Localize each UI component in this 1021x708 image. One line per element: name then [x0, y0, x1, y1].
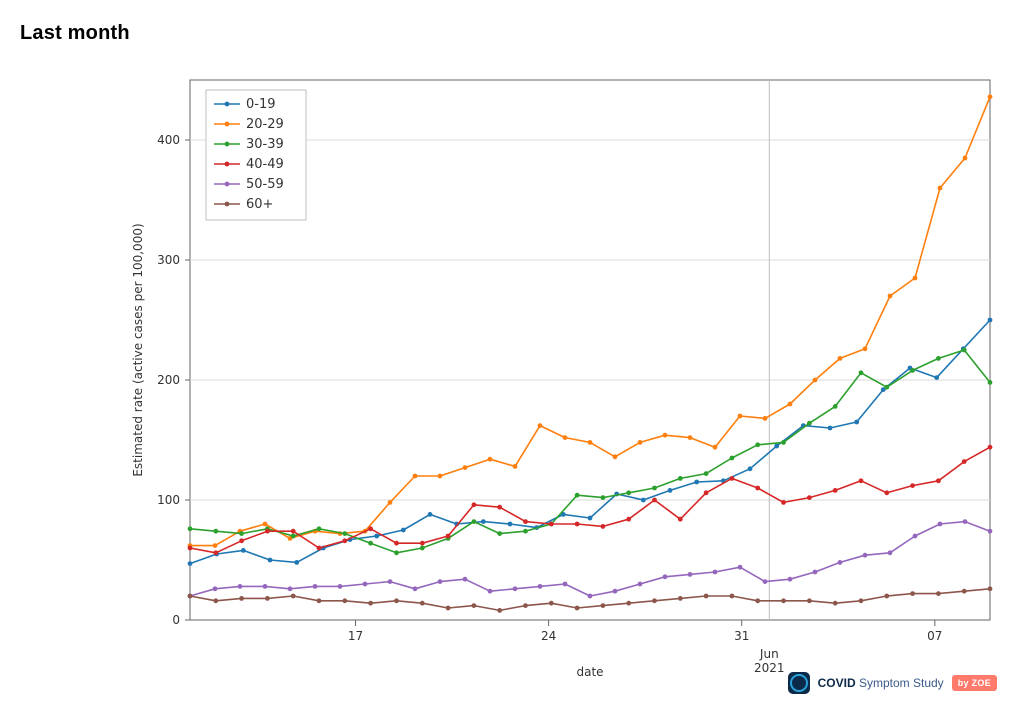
svg-text:40-49: 40-49 [246, 157, 284, 172]
svg-text:100: 100 [157, 493, 180, 507]
svg-text:Jun: Jun [759, 647, 779, 661]
svg-text:31: 31 [734, 629, 749, 643]
svg-text:200: 200 [157, 373, 180, 387]
svg-text:300: 300 [157, 253, 180, 267]
svg-text:50-59: 50-59 [246, 177, 284, 192]
svg-text:date: date [576, 665, 603, 679]
svg-text:2021: 2021 [754, 661, 785, 675]
svg-text:30-39: 30-39 [246, 137, 284, 152]
svg-text:24: 24 [541, 629, 556, 643]
page-title: Last month [20, 22, 1001, 45]
svg-text:07: 07 [927, 629, 942, 643]
zoe-badge: by ZOE [952, 675, 997, 691]
brand-logo-icon [788, 672, 810, 694]
svg-text:17: 17 [348, 629, 363, 643]
svg-text:Estimated rate (active cases p: Estimated rate (active cases per 100,000… [131, 223, 145, 476]
brand-text: COVID Symptom Study [818, 676, 944, 690]
svg-text:20-29: 20-29 [246, 117, 284, 132]
svg-text:400: 400 [157, 133, 180, 147]
svg-text:0-19: 0-19 [246, 97, 276, 112]
svg-text:60+: 60+ [246, 197, 273, 212]
line-chart: 0 100 200 300 400 17 24 31 07 Jun2021 date Estimate… [120, 60, 1000, 680]
svg-text:0: 0 [172, 613, 180, 627]
brand-footer: COVID Symptom Study by ZOE [788, 672, 997, 694]
